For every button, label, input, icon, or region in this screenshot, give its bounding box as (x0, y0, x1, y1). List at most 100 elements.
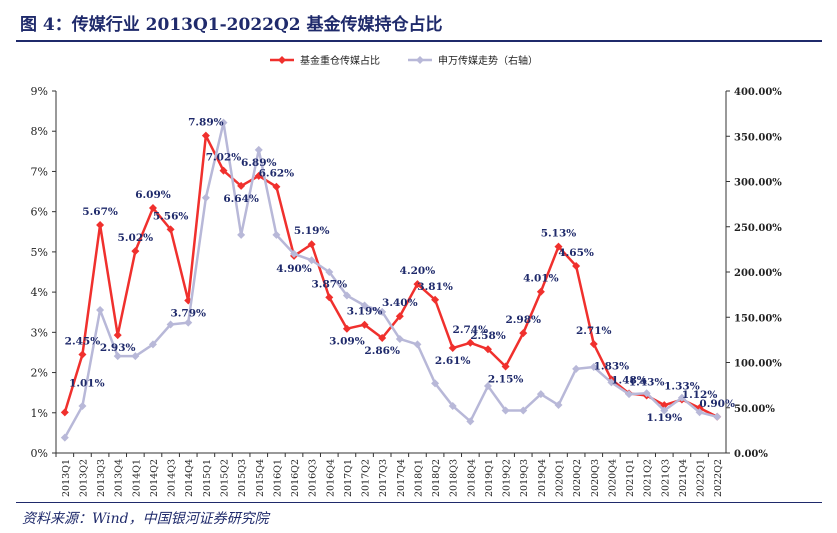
x-tick-label: 2017Q4 (396, 459, 407, 497)
fund-holding-point (554, 242, 563, 251)
fund-holding-point (519, 329, 528, 338)
x-tick-label: 2016Q2 (290, 459, 301, 497)
data-label: 5.56% (153, 210, 189, 222)
fund-holding-point (413, 280, 422, 289)
y-left-tick-label: 6% (31, 206, 48, 219)
data-label: 3.81% (417, 281, 453, 293)
sw-media-index-point (290, 249, 299, 258)
x-tick-label: 2019Q3 (519, 459, 530, 497)
data-label: 7.02% (206, 152, 242, 164)
fund-holding-point (589, 339, 598, 348)
sw-media-index-point (342, 291, 351, 300)
y-left-tick-label: 2% (31, 367, 48, 380)
x-tick-label: 2013Q4 (114, 459, 125, 497)
y-right-tick-label: 400.00% (734, 87, 782, 98)
y-right-tick-label: 350.00% (734, 132, 782, 143)
sw-media-index-point (677, 393, 686, 402)
y-left-tick-label: 9% (31, 85, 48, 98)
source-divider (16, 502, 822, 503)
x-tick-label: 2013Q3 (96, 459, 107, 497)
fund-holding-point (78, 350, 87, 359)
x-tick-label: 2020Q4 (607, 459, 618, 497)
x-tick-label: 2015Q2 (220, 459, 231, 497)
x-tick-label: 2015Q1 (202, 459, 213, 497)
sw-media-index-point (113, 352, 122, 361)
y-left-tick-label: 0% (31, 447, 48, 460)
data-label: 2.71% (576, 325, 612, 337)
x-tick-label: 2020Q3 (590, 459, 601, 497)
fund-holding-point (131, 247, 140, 256)
data-label: 5.13% (541, 228, 577, 240)
data-label: 3.09% (329, 336, 365, 348)
data-label: 4.01% (523, 273, 559, 285)
x-tick-label: 2018Q2 (431, 459, 442, 497)
sw-media-index-point (431, 379, 440, 388)
sw-media-index-point (325, 268, 334, 276)
data-label: 1.12% (682, 389, 718, 401)
fund-holding-point (572, 261, 581, 270)
sw-media-index-point (519, 406, 528, 415)
x-tick-label: 2017Q2 (361, 459, 372, 497)
data-label: 5.67% (82, 206, 118, 218)
sw-media-index-point (378, 307, 387, 316)
data-label: 1.83% (594, 360, 630, 372)
sw-media-index-point (660, 406, 669, 415)
fund-holding-point (483, 345, 492, 354)
y-right-tick-label: 50.00% (734, 404, 775, 415)
fund-holding-point (448, 344, 457, 353)
data-label: 2.15% (488, 374, 524, 386)
legend-label-sw-media-index: 申万传媒走势（右轴） (438, 54, 538, 67)
title-divider (16, 40, 822, 42)
data-label: 2.58% (470, 330, 506, 342)
chart: 0% 1% 2% 3% 4% 5% 6% 7% 8% 9% 0.00% 50.00% 100.00% 15… (31, 54, 783, 497)
y-right-tick-label: 0.00% (734, 449, 768, 460)
data-label: 1.19% (647, 412, 683, 424)
sw-media-index-point (166, 320, 175, 329)
legend-marker-sw-media-index (416, 56, 424, 64)
data-label: 3.79% (170, 308, 206, 320)
sw-media-index-point (219, 118, 228, 127)
x-tick-label: 2014Q4 (184, 459, 195, 497)
y-right-tick-label: 300.00% (734, 178, 782, 189)
x-tick-label: 2018Q4 (466, 459, 477, 497)
fund-holding-point (378, 333, 387, 342)
sw-media-index-point (589, 363, 598, 372)
sw-media-index-point (148, 340, 157, 349)
sw-media-index-point (201, 193, 210, 202)
y-right-tick-label: 250.00% (734, 223, 782, 234)
fund-holding-point (201, 131, 210, 140)
sw-media-index-point (272, 230, 281, 239)
data-label: 1.48% (611, 374, 647, 386)
sw-media-index-point (713, 412, 722, 421)
x-tick-label: 2019Q4 (537, 459, 548, 497)
x-tick-label: 2014Q1 (131, 459, 142, 497)
x-tick-label: 2016Q1 (272, 459, 283, 497)
sw-media-index-point (572, 364, 581, 373)
data-label: 6.09% (135, 189, 171, 201)
sw-media-index-point (501, 406, 510, 415)
data-label: 3.19% (347, 306, 383, 318)
x-tick-label: 2018Q1 (413, 459, 424, 497)
fund-holding-point (272, 182, 281, 191)
x-tick-label: 2021Q2 (643, 459, 654, 497)
fund-holding-point (431, 295, 440, 304)
fund-holding-point (307, 240, 316, 249)
x-tick-label: 2013Q1 (61, 459, 72, 497)
y-left-tick-label: 5% (31, 246, 48, 259)
fund-holding-point (96, 220, 105, 229)
fund-holding-point (254, 171, 263, 180)
x-tick-label: 2021Q4 (678, 459, 689, 497)
x-tick-label: 2021Q1 (625, 459, 636, 497)
series-line-sw-media-index (63, 121, 718, 439)
sw-media-index-point (96, 306, 105, 315)
fund-holding-point (237, 181, 246, 190)
x-tick-label: 2014Q2 (149, 459, 160, 497)
data-label: 7.89% (188, 117, 224, 129)
data-label: 1.33% (664, 381, 700, 393)
y-left-tick-label: 7% (31, 165, 48, 178)
sw-media-index-point (60, 433, 69, 442)
sw-media-index-point (360, 301, 369, 310)
fund-holding-point (536, 287, 545, 296)
data-label: 3.40% (382, 297, 418, 309)
x-tick-label: 2016Q3 (308, 459, 319, 497)
